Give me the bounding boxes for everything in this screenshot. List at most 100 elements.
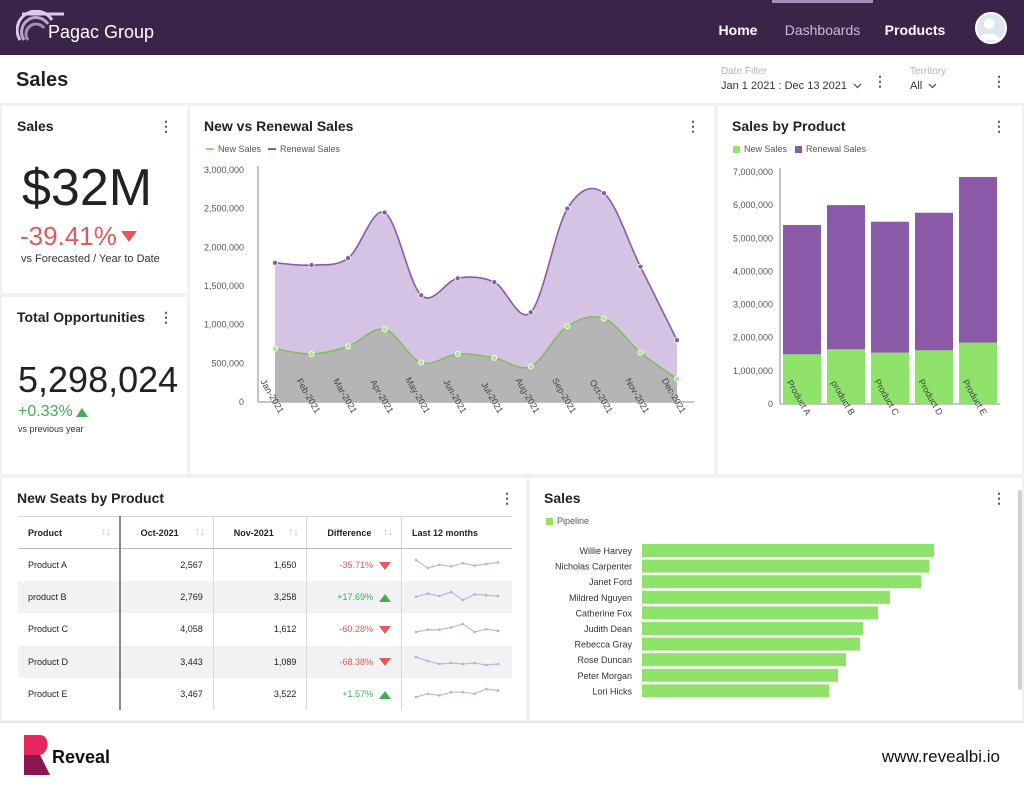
- footer-url[interactable]: www.revealbi.io: [881, 747, 1000, 766]
- sort-icon[interactable]: ↑↓: [194, 527, 205, 538]
- column-header-product[interactable]: Product ↑↓: [18, 516, 121, 549]
- data-point[interactable]: [345, 255, 352, 262]
- table-row[interactable]: product B 2,769 3,258 +17.69%: [18, 580, 512, 614]
- data-point[interactable]: [308, 351, 315, 358]
- data-point[interactable]: [381, 326, 388, 333]
- new-seats-menu-icon[interactable]: ⋮: [500, 490, 514, 506]
- date-filter-menu-icon[interactable]: ⋮: [873, 73, 887, 89]
- bar-pipeline[interactable]: [642, 606, 878, 620]
- data-point[interactable]: [381, 209, 388, 216]
- opportunities-kpi-title: Total Opportunities: [17, 309, 146, 325]
- legend-new-sales[interactable]: New Sales: [733, 144, 787, 154]
- date-filter-dropdown[interactable]: Jan 1 2021 : Dec 13 2021: [721, 80, 862, 92]
- legend-label: New Sales: [218, 144, 262, 154]
- sparkline-point: [438, 662, 441, 666]
- bar-renewal-sales[interactable]: [959, 176, 997, 343]
- bar-pipeline[interactable]: [642, 684, 829, 698]
- bar-new-sales[interactable]: [915, 350, 953, 404]
- sort-icon[interactable]: ↑↓: [382, 527, 393, 538]
- column-header-nov[interactable]: Nov-2021 ↑↓: [213, 516, 308, 549]
- bar-renewal-sales[interactable]: [871, 221, 909, 353]
- y-tick-label: 1,500,000: [204, 281, 244, 291]
- data-point[interactable]: [564, 205, 571, 212]
- y-tick-label: Nicholas Carpenter: [555, 562, 632, 572]
- data-point[interactable]: [527, 309, 534, 316]
- data-point[interactable]: [418, 359, 425, 366]
- data-point[interactable]: [600, 315, 607, 322]
- bar-pipeline[interactable]: [642, 590, 890, 604]
- opportunities-kpi-value: 5,298,024: [18, 359, 179, 400]
- cell-difference: -68.38%: [306, 645, 402, 679]
- bar-pipeline[interactable]: [642, 544, 934, 557]
- bar-pipeline[interactable]: [642, 653, 846, 667]
- legend-pipeline[interactable]: Pipeline: [546, 516, 589, 526]
- cell-difference: -60.28%: [306, 613, 402, 646]
- column-header-oct[interactable]: Oct-2021 ↑↓: [119, 516, 214, 549]
- column-header-last-12-months[interactable]: Last 12 months: [401, 516, 512, 549]
- territory-filter-menu-icon[interactable]: ⋮: [992, 73, 1006, 89]
- bar-new-sales[interactable]: [827, 349, 865, 404]
- data-point[interactable]: [308, 262, 315, 269]
- legend-renewal-sales[interactable]: Renewal Sales: [795, 144, 866, 154]
- table-row[interactable]: Product A 2,567 1,650 -35.71%: [18, 548, 512, 581]
- brand-logo[interactable]: Pagac Group: [16, 10, 154, 46]
- down-triangle-icon: [378, 626, 391, 635]
- cell-product: Product A: [18, 548, 121, 581]
- bar-renewal-sales[interactable]: [827, 205, 865, 350]
- sparkline-point: [438, 563, 441, 567]
- legend-new-sales[interactable]: New Sales: [206, 144, 261, 154]
- data-point[interactable]: [673, 375, 680, 382]
- data-point[interactable]: [527, 363, 534, 370]
- bar-new-sales[interactable]: [959, 342, 997, 404]
- y-tick-label: 2,000,000: [733, 333, 773, 343]
- data-point[interactable]: [673, 337, 680, 344]
- bar-pipeline[interactable]: [642, 668, 838, 682]
- down-triangle-icon: [378, 561, 391, 570]
- data-point[interactable]: [600, 190, 607, 197]
- data-point[interactable]: [418, 292, 425, 299]
- territory-filter-dropdown[interactable]: All: [910, 80, 937, 92]
- sales-kpi-menu-icon[interactable]: ⋮: [159, 118, 173, 134]
- nav-home[interactable]: Home: [718, 22, 758, 38]
- sparkline-point: [496, 662, 500, 666]
- table-row[interactable]: Product E 3,467 3,522 +1.57%: [18, 678, 512, 711]
- data-point[interactable]: [272, 345, 279, 352]
- sparkline-point: [438, 628, 441, 632]
- opportunities-kpi-menu-icon[interactable]: ⋮: [159, 309, 173, 325]
- y-tick-label: 2,000,000: [204, 242, 244, 252]
- table-row[interactable]: Product C 4,058 1,612 -60.28%: [18, 613, 512, 646]
- table-row[interactable]: Product D 3,443 1,089 -68.38%: [18, 645, 512, 679]
- sort-icon[interactable]: ↑↓: [100, 527, 111, 538]
- y-tick-label: Mildred Nguyen: [569, 593, 632, 603]
- bar-renewal-sales[interactable]: [915, 212, 953, 351]
- bar-new-sales[interactable]: [783, 354, 821, 404]
- nav-dashboards[interactable]: Dashboards: [772, 0, 873, 55]
- data-point[interactable]: [637, 263, 644, 270]
- data-point[interactable]: [491, 354, 498, 361]
- bar-pipeline[interactable]: [642, 575, 921, 589]
- bar-pipeline[interactable]: [642, 559, 929, 573]
- bar-pipeline[interactable]: [642, 637, 860, 651]
- sparkline-point: [438, 594, 441, 598]
- data-point[interactable]: [564, 323, 571, 330]
- bar-pipeline[interactable]: [642, 622, 863, 635]
- nav-products[interactable]: Products: [884, 22, 946, 38]
- data-point[interactable]: [454, 275, 461, 282]
- y-tick-label: 500,000: [211, 358, 244, 368]
- bar-new-sales[interactable]: [871, 352, 909, 404]
- y-tick-label: 0: [239, 397, 244, 407]
- footer: Reveal www.revealbi.io: [0, 722, 1024, 787]
- column-header-difference[interactable]: Difference ↑↓: [306, 516, 402, 549]
- sort-icon[interactable]: ↑↓: [288, 527, 299, 538]
- data-point[interactable]: [345, 343, 352, 350]
- bar-renewal-sales[interactable]: [783, 225, 821, 355]
- data-point[interactable]: [637, 349, 644, 356]
- date-filter-value: Jan 1 2021 : Dec 13 2021: [721, 80, 847, 92]
- data-point[interactable]: [491, 279, 498, 286]
- data-point[interactable]: [454, 351, 461, 358]
- vertical-scrollbar[interactable]: [1018, 490, 1022, 690]
- data-point[interactable]: [272, 259, 279, 266]
- user-avatar[interactable]: [975, 12, 1007, 44]
- legend-renewal-sales[interactable]: Renewal Sales: [268, 144, 340, 154]
- y-tick-label: 1,000,000: [733, 366, 773, 376]
